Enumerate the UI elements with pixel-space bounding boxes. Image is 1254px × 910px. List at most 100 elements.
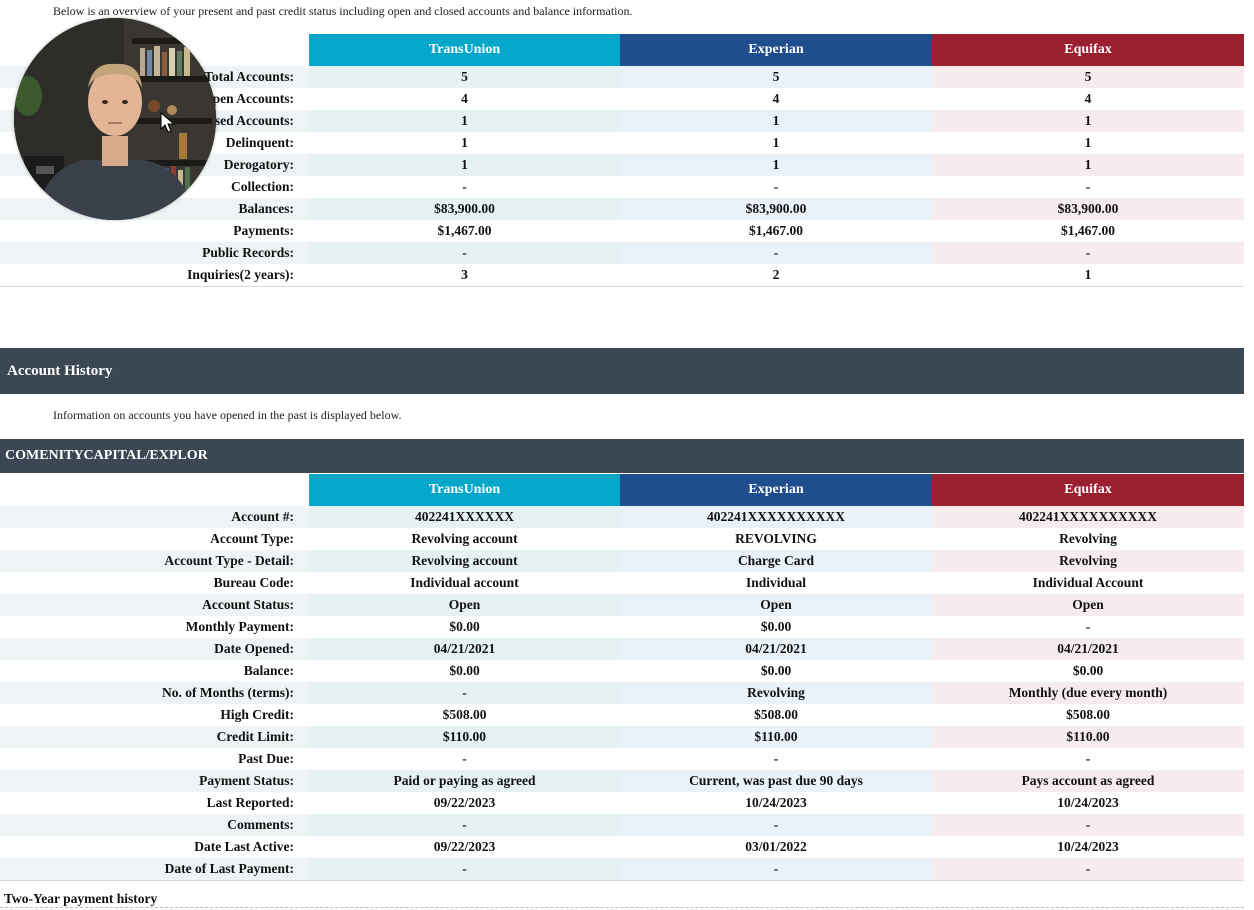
cell-transunion: 1	[461, 135, 468, 150]
cell-experian: $1,467.00	[749, 223, 803, 238]
cell-equifax: Pays account as agreed	[932, 770, 1244, 792]
row-label: Account Status:	[202, 597, 294, 612]
col-header-experian: Experian	[620, 34, 932, 66]
row-label: Balances:	[238, 201, 295, 216]
cell-transunion: Individual account	[410, 575, 519, 590]
cell-transunion: -	[462, 179, 467, 194]
cell-transunion: Revolving account	[411, 531, 518, 546]
row-label: Open Accounts:	[202, 91, 294, 106]
cell-transunion: 09/22/2023	[433, 839, 496, 854]
row-label: Date of Last Payment:	[164, 861, 294, 876]
cell-transunion: Paid or paying as agreed	[309, 770, 620, 792]
table-row: Payments: $1,467.00 $1,467.00 $1,467.00	[0, 220, 1244, 242]
table-row: Balances: $83,900.00 $83,900.00 $83,900.00	[0, 198, 1244, 220]
row-label: Inquiries(2 years):	[187, 267, 294, 282]
row-label-cell: Inquiries(2 years):	[0, 264, 309, 286]
row-label-cell: Account Type:	[0, 528, 309, 550]
cell-transunion: -	[309, 682, 620, 704]
table-row: Monthly Payment: $0.00 $0.00 -	[0, 616, 1244, 638]
row-label: Payment Status:	[199, 773, 294, 788]
row-label: Date Opened:	[214, 641, 294, 656]
col-header-experian: Experian	[620, 474, 932, 506]
row-label: Collection:	[231, 179, 294, 194]
cell-equifax: -	[1085, 619, 1091, 634]
row-label-cell: Payments:	[0, 220, 309, 242]
cell-experian: $83,900.00	[620, 198, 932, 220]
cell-equifax: -	[932, 814, 1244, 836]
row-label-cell: Monthly Payment:	[0, 616, 309, 638]
table-row: Payment Status: Paid or paying as agreed C…	[0, 770, 1244, 792]
cell-transunion: 402241XXXXXX	[309, 506, 620, 528]
summary-header-row: TransUnion Experian Equifax	[0, 34, 1244, 66]
row-label: Balance:	[243, 663, 294, 678]
table-row: Delinquent: 1 1 1	[0, 132, 1244, 154]
table-row: Account Type: Revolving account REVOLVING R…	[0, 528, 1244, 550]
cell-experian: 10/24/2023	[745, 795, 807, 810]
table-bottom-border	[0, 880, 1244, 881]
row-label-cell: No. of Months (terms):	[0, 682, 309, 704]
cell-experian: 1	[772, 135, 780, 150]
cell-transunion: -	[309, 814, 620, 836]
cell-equifax: 1	[1084, 267, 1092, 282]
cell-equifax: $508.00	[1066, 707, 1110, 722]
cell-equifax: -	[932, 858, 1244, 880]
cell-transunion: $0.00	[449, 663, 480, 678]
row-label: No. of Months (terms):	[162, 685, 294, 700]
table-row: Account Type - Detail: Revolving account C…	[0, 550, 1244, 572]
cell-equifax: 10/24/2023	[1057, 839, 1119, 854]
col-header-equifax: Equifax	[932, 474, 1244, 506]
presenter-webcam-image	[14, 18, 216, 220]
row-label: Account Type - Detail:	[164, 553, 294, 568]
cell-transunion: 04/21/2021	[309, 638, 620, 660]
table-row: High Credit: $508.00 $508.00 $508.00	[0, 704, 1244, 726]
table-row: Balance: $0.00 $0.00 $0.00	[0, 660, 1244, 682]
table-row: Open Accounts: 4 4 4	[0, 88, 1244, 110]
cell-transunion: $110.00	[309, 726, 620, 748]
row-label: Total Accounts:	[204, 69, 294, 84]
cell-equifax: -	[932, 242, 1244, 264]
cell-experian: 402241XXXXXXXXXX	[620, 506, 932, 528]
cell-equifax: Revolving	[1059, 531, 1117, 546]
cell-transunion: 1	[309, 154, 620, 176]
cell-transunion: 4	[461, 91, 468, 106]
cell-experian: -	[773, 751, 779, 766]
row-label: Comments:	[227, 817, 294, 832]
row-label: Last Reported:	[206, 795, 294, 810]
cell-experian: Revolving	[620, 682, 932, 704]
row-label-cell: Collection:	[0, 176, 309, 198]
row-label: Past Due:	[238, 751, 294, 766]
cell-experian: REVOLVING	[735, 531, 817, 546]
table-row: Date of Last Payment: - - -	[0, 858, 1244, 880]
cell-equifax: Revolving	[932, 550, 1244, 572]
row-label: Public Records:	[202, 245, 294, 260]
cell-equifax: $110.00	[932, 726, 1244, 748]
cell-equifax: Individual Account	[1032, 575, 1144, 590]
row-label-cell: Account Type - Detail:	[0, 550, 309, 572]
row-label-cell: Delinquent:	[0, 132, 309, 154]
cell-transunion: $1,467.00	[437, 223, 492, 238]
row-label: Date Last Active:	[194, 839, 294, 854]
cell-experian: 5	[620, 66, 932, 88]
table-row: Account Status: Open Open Open	[0, 594, 1244, 616]
table-row: Credit Limit: $110.00 $110.00 $110.00	[0, 726, 1244, 748]
col-header-transunion: TransUnion	[309, 474, 620, 506]
cell-transunion: $0.00	[449, 619, 480, 634]
cell-transunion: Revolving account	[309, 550, 620, 572]
cell-experian: Open	[620, 594, 932, 616]
table-row: Inquiries(2 years): 3 2 1	[0, 264, 1244, 286]
table-row: Date Opened: 04/21/2021 04/21/2021 04/21/20…	[0, 638, 1244, 660]
cell-transunion: -	[309, 242, 620, 264]
table-row: Bureau Code: Individual account Individual…	[0, 572, 1244, 594]
table-row: Date Last Active: 09/22/2023 03/01/2022 10/…	[0, 836, 1244, 858]
cell-experian: $508.00	[754, 707, 798, 722]
cell-equifax: 4	[1084, 91, 1092, 106]
account-header-row: TransUnion Experian Equifax	[0, 474, 1244, 506]
cell-transunion: -	[309, 858, 620, 880]
cell-experian: -	[773, 179, 779, 194]
row-label: Credit Limit:	[216, 729, 294, 744]
cell-experian: 1	[620, 110, 932, 132]
cell-experian: 2	[772, 267, 780, 282]
cell-transunion: 5	[309, 66, 620, 88]
table-row: Total Accounts: 5 5 5	[0, 66, 1244, 88]
cell-experian: 04/21/2021	[620, 638, 932, 660]
